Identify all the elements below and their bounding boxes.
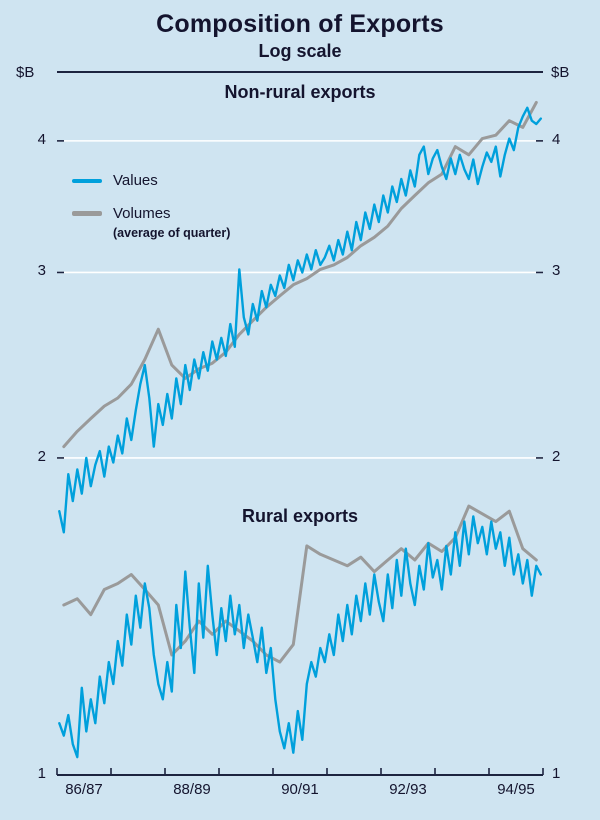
chart-title: Composition of Exports (156, 10, 444, 38)
values-line-swatch (72, 178, 102, 183)
chart-subtitle: Log scale (258, 41, 342, 61)
x-axis-tick-label: 90/91 (281, 781, 319, 798)
y-axis-tick-label-left: 2 (37, 447, 46, 465)
legend-volumes-label: Volumes (113, 205, 171, 222)
y-axis-unit-left: $B (16, 64, 35, 81)
y-axis-tick-label-right: 3 (552, 262, 561, 280)
legend-values-label: Values (113, 172, 158, 189)
y-axis-tick-label-right: 1 (552, 765, 561, 782)
y-axis-tick-label-left: 4 (37, 130, 46, 148)
panel-label-rural-exports: Rural exports (241, 506, 359, 526)
legend-volumes-note: (average of quarter) (113, 226, 231, 240)
x-axis-tick-label: 92/93 (389, 781, 427, 798)
y-axis-tick-label-right: 2 (552, 447, 561, 465)
legend-row-values: Values (72, 172, 230, 189)
y-axis-tick-label-right: 4 (552, 130, 561, 148)
x-axis-tick-label: 94/95 (497, 781, 535, 798)
legend: Values Volumes (average of quarter) (72, 172, 230, 240)
x-axis-tick-label: 88/89 (173, 781, 211, 798)
y-axis-tick-label-left: 1 (37, 765, 46, 782)
x-axis-tick-label: 86/87 (65, 781, 103, 798)
y-axis-tick-label-left: 3 (37, 262, 46, 280)
panel-label-non-rural-exports: Non-rural exports (224, 82, 376, 102)
legend-row-volumes: Volumes (72, 205, 230, 222)
volumes-line-swatch (72, 211, 102, 216)
y-axis-unit-right: $B (551, 64, 570, 81)
